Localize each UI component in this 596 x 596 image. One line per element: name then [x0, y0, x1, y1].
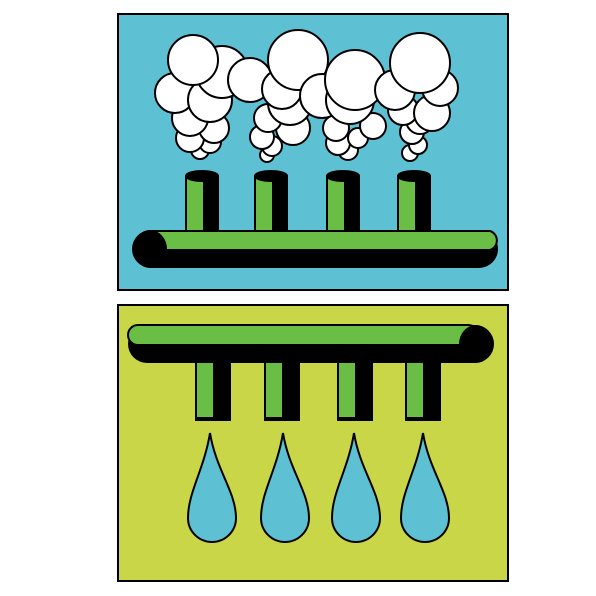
steam-cloud-2: [227, 29, 329, 163]
steam-cloud-4: [374, 32, 459, 162]
steam-cloud-1: [154, 34, 249, 160]
water-drop-4: [399, 432, 451, 543]
water-drop-3: [330, 432, 382, 543]
water-drop-2: [259, 432, 311, 543]
steam-stacks: [185, 170, 431, 239]
steam-cloud-3: [299, 49, 387, 161]
steam-stack-1: [185, 170, 219, 239]
water-drops: [186, 432, 451, 543]
steam-main-pipe: [132, 230, 498, 268]
water-main-pipe: [127, 324, 494, 363]
steam-stack-2: [254, 170, 288, 239]
steam-stack-4: [397, 170, 431, 239]
steam-clouds: [154, 29, 459, 163]
water-drop-1: [186, 432, 238, 543]
steam-stack-3: [326, 170, 360, 239]
water-nozzle-3: [337, 349, 373, 421]
water-nozzle-1: [195, 349, 231, 421]
steam-panel: [117, 13, 509, 291]
water-panel: [117, 304, 509, 582]
